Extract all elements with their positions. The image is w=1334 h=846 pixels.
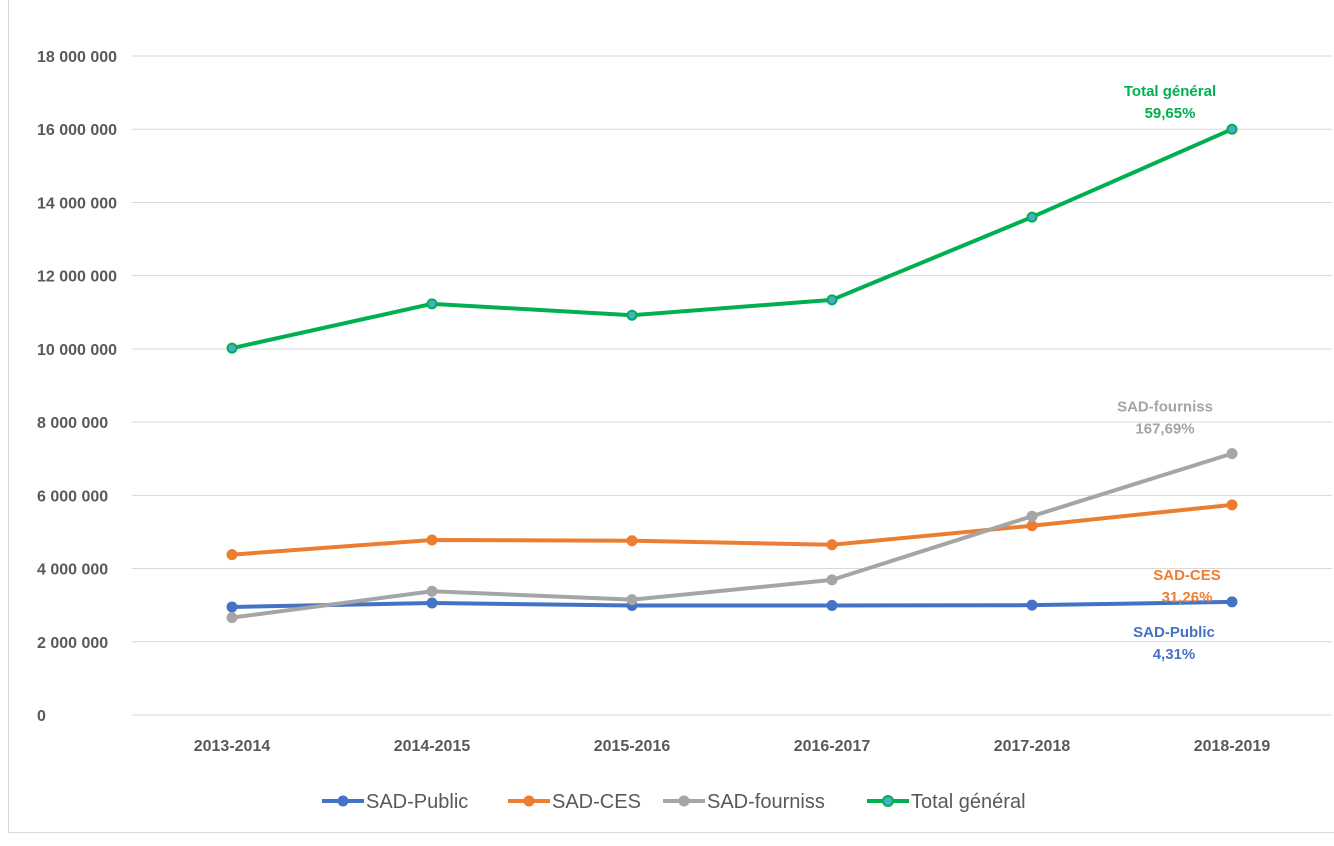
data-point [1226,448,1238,460]
annotation-value: 167,69% [1135,421,1194,438]
series-line [230,451,1234,620]
legend-swatch-marker [337,795,349,807]
legend-label: SAD-CES [552,791,641,813]
data-point [226,601,238,613]
legend-label: SAD-Public [366,791,468,813]
series-sad-public [226,596,1238,613]
data-point [1026,599,1038,611]
y-tick-label: 4 000 000 [37,562,108,579]
data-point [626,309,638,321]
x-tick-label: 2016-2017 [794,738,871,755]
data-point [1226,123,1238,135]
legend-label: SAD-fourniss [707,791,825,813]
legend-swatch-marker [678,795,690,807]
legend-label: Total général [911,791,1026,813]
y-tick-label: 6 000 000 [37,488,108,505]
x-tick-label: 2014-2015 [394,738,471,755]
legend-item-sad-ces: SAD-CES [508,791,641,813]
y-tick-label: 10 000 000 [37,342,117,359]
data-point [826,600,838,612]
data-point [826,574,838,586]
data-point [1226,499,1238,511]
x-tick-label: 2013-2014 [194,738,271,755]
annotation-label: SAD-Public [1133,624,1215,641]
data-point [426,534,438,546]
y-tick-label: 2 000 000 [37,635,108,652]
annotation-value: 31,26% [1162,589,1213,606]
annotation-label: Total général [1124,83,1216,100]
y-tick-label: 0 [37,708,46,725]
series-line [230,502,1234,557]
x-tick-label: 2015-2016 [594,738,671,755]
data-point [426,298,438,310]
chart-area [8,0,1334,833]
legend-swatch-marker [523,795,535,807]
data-point [1026,510,1038,522]
y-tick-label: 12 000 000 [37,269,117,286]
x-tick-label: 2017-2018 [994,738,1071,755]
annotation-sad-public: SAD-Public 4,31% [1133,624,1215,663]
annotation-label: SAD-fourniss [1117,399,1213,416]
y-tick-label: 8 000 000 [37,415,108,432]
data-point [226,549,238,561]
series-lines [226,123,1238,624]
series-line [230,127,1234,351]
data-point [826,294,838,306]
annotation-sad-ces: SAD-CES 31,26% [1153,567,1221,606]
legend-item-total-general: Total général [867,791,1026,813]
x-axis-tick-labels: 2013-2014 2014-2015 2015-2016 2016-2017 2017… [194,738,1271,755]
data-point [626,535,638,547]
x-tick-label: 2018-2019 [1194,738,1271,755]
gridlines [132,55,1332,716]
data-point [1026,520,1038,532]
annotation-value: 59,65% [1145,105,1196,122]
data-point [226,342,238,354]
data-point [626,594,638,606]
legend-item-sad-public: SAD-Public [322,791,468,813]
annotation-label: SAD-CES [1153,567,1221,584]
annotation-total-general: Total général 59,65% [1124,83,1216,122]
legend: SAD-Public SAD-CES SAD-fourniss Total génér… [322,791,1026,813]
annotations: Total général59,65%SAD-fourniss167,69%SA… [1117,83,1221,663]
data-point [426,585,438,597]
data-point [426,597,438,609]
y-tick-label: 16 000 000 [37,122,117,139]
legend-swatch-marker [882,795,894,807]
legend-item-sad-fourniss: SAD-fourniss [663,791,825,813]
annotation-value: 4,31% [1153,646,1196,663]
y-tick-label: 14 000 000 [37,195,117,212]
series-total-general [226,123,1238,354]
data-point [226,612,238,624]
annotation-sad-fourniss: SAD-fourniss 167,69% [1117,399,1213,438]
series-sad-fourniss [226,448,1238,624]
y-tick-label: 18 000 000 [37,49,117,66]
data-point [826,539,838,551]
y-axis-tick-labels: 0 2 000 000 4 000 000 6 000 000 8 000 000 10 … [37,49,117,725]
data-point [1226,596,1238,608]
series-line [230,599,1234,609]
data-point [1026,211,1038,223]
series-sad-ces [226,499,1238,561]
